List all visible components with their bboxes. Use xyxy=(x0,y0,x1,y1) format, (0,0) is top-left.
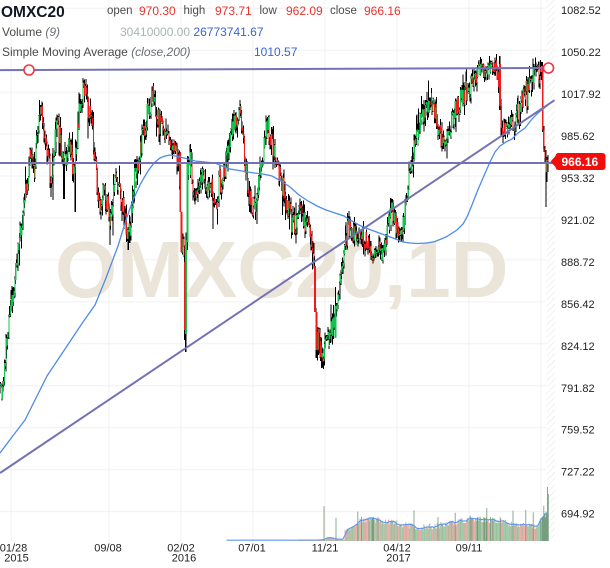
svg-text:856.42: 856.42 xyxy=(561,299,595,311)
svg-text:966.16: 966.16 xyxy=(562,155,599,169)
svg-text:04/12: 04/12 xyxy=(383,543,411,555)
svg-text:985.62: 985.62 xyxy=(561,131,595,143)
svg-text:1017.92: 1017.92 xyxy=(561,89,601,101)
svg-text:694.92: 694.92 xyxy=(561,509,595,521)
svg-text:2016: 2016 xyxy=(172,553,196,565)
svg-text:921.02: 921.02 xyxy=(561,215,595,227)
svg-text:1082.52: 1082.52 xyxy=(561,5,601,17)
svg-text:824.12: 824.12 xyxy=(561,341,595,353)
svg-text:791.82: 791.82 xyxy=(561,383,595,395)
svg-text:OMXC20,1D: OMXC20,1D xyxy=(55,225,508,314)
svg-text:759.52: 759.52 xyxy=(561,425,595,437)
svg-text:01/28: 01/28 xyxy=(0,543,27,555)
svg-text:888.72: 888.72 xyxy=(561,257,595,269)
svg-text:2017: 2017 xyxy=(386,553,410,565)
svg-text:09/11: 09/11 xyxy=(456,543,483,555)
svg-text:09/08: 09/08 xyxy=(94,543,122,555)
svg-text:02/02: 02/02 xyxy=(167,543,195,555)
svg-text:07/01: 07/01 xyxy=(238,543,266,555)
svg-text:1050.22: 1050.22 xyxy=(561,47,601,59)
svg-text:953.32: 953.32 xyxy=(561,173,595,185)
svg-text:11/21: 11/21 xyxy=(312,543,339,555)
svg-text:727.22: 727.22 xyxy=(561,467,595,479)
svg-text:2015: 2015 xyxy=(4,553,28,565)
